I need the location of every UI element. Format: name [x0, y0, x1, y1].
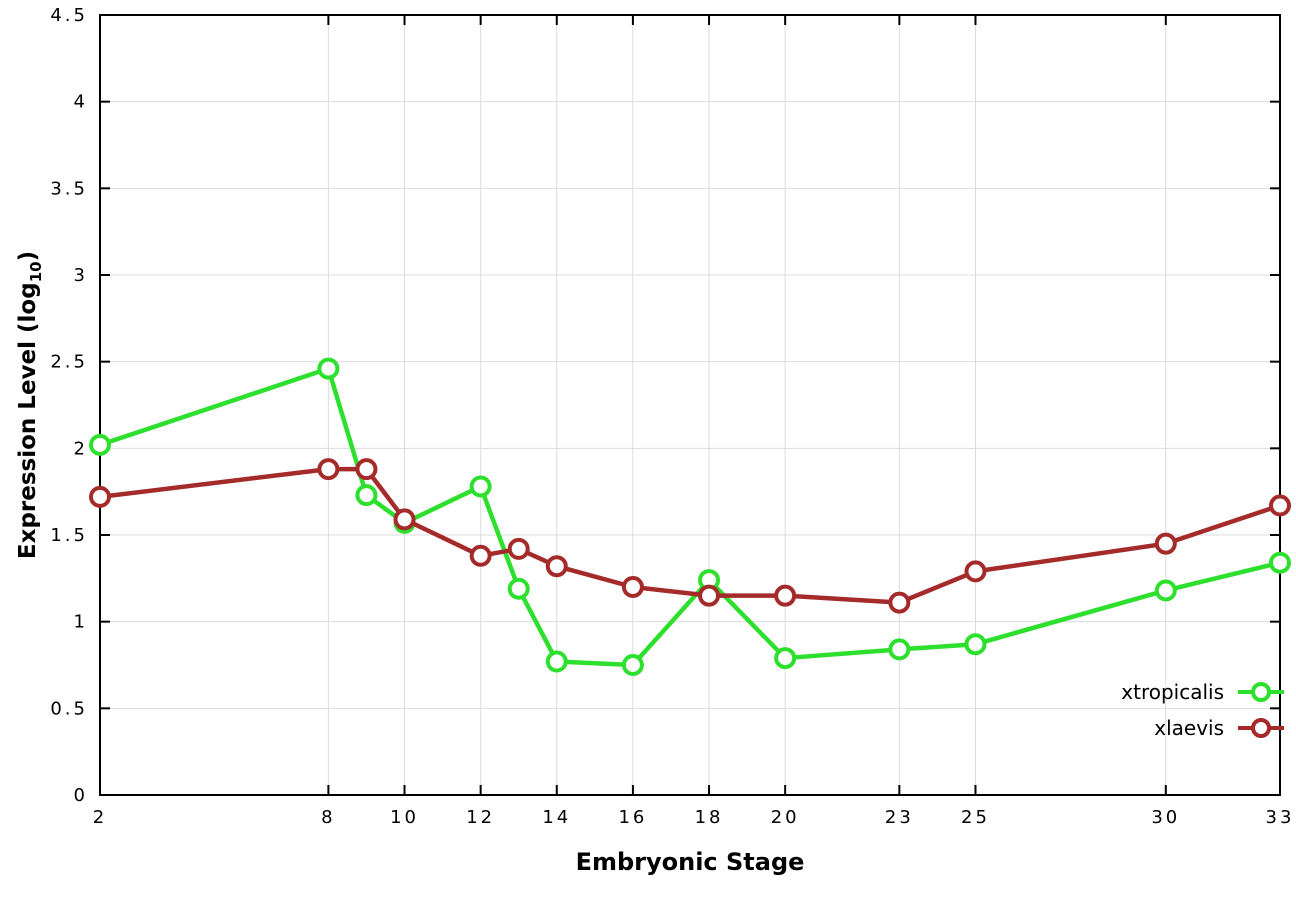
data-point-xtropicalis	[964, 633, 987, 656]
open-circle-icon	[1251, 718, 1271, 738]
legend-label-xtropicalis: xtropicalis	[1121, 680, 1224, 704]
legend-marker-xtropicalis	[1238, 681, 1284, 703]
x-tick-label: 20	[771, 807, 800, 828]
data-point-xlaevis	[317, 458, 340, 481]
data-point-xtropicalis	[545, 650, 568, 673]
x-tick-label: 30	[1151, 807, 1180, 828]
y-axis-label-suffix: )	[15, 250, 42, 262]
data-point-xlaevis	[1269, 494, 1291, 517]
x-tick-label: 16	[618, 807, 647, 828]
series-line-xlaevis	[97, 466, 1283, 605]
data-point-xtropicalis	[507, 577, 530, 600]
x-tick-label: 23	[885, 807, 914, 828]
x-tick-label: 14	[542, 807, 571, 828]
y-tick-label: 0.5	[50, 698, 88, 719]
y-tick-label: 4	[74, 92, 88, 113]
data-point-xlaevis	[888, 591, 911, 614]
data-point-xlaevis	[621, 576, 644, 598]
y-tick-label: 2	[74, 438, 88, 459]
data-point-xlaevis	[964, 560, 987, 583]
y-tick-label: 0	[74, 785, 88, 806]
data-point-xtropicalis	[1154, 579, 1177, 602]
x-tick-label: 18	[695, 807, 724, 828]
data-point-xtropicalis	[774, 647, 797, 670]
data-point-xlaevis	[507, 537, 530, 560]
data-point-xtropicalis	[1269, 551, 1291, 574]
legend: xtropicalis xlaevis	[1121, 680, 1284, 740]
data-point-xtropicalis	[888, 638, 911, 661]
open-circle-icon	[1251, 682, 1271, 702]
data-point-xtropicalis	[317, 357, 340, 380]
y-axis-label-text: Expression Level (log	[15, 282, 42, 560]
legend-label-xlaevis: xlaevis	[1154, 716, 1224, 740]
y-tick-label: 1	[74, 612, 88, 633]
y-tick-label: 3	[74, 265, 88, 286]
data-point-xlaevis	[355, 458, 378, 481]
x-tick-label: 33	[1266, 807, 1295, 828]
x-tick-label: 12	[466, 807, 495, 828]
series-line-xtropicalis	[97, 366, 1283, 668]
x-tick-label: 8	[321, 807, 335, 828]
legend-marker-xlaevis	[1238, 717, 1284, 739]
plot-border	[99, 14, 1281, 796]
data-point-xlaevis	[1154, 532, 1177, 555]
x-tick-label: 10	[390, 807, 419, 828]
data-point-xtropicalis	[355, 484, 378, 507]
legend-item-xlaevis: xlaevis	[1154, 716, 1284, 740]
data-point-xlaevis	[393, 508, 416, 531]
x-tick-label: 2	[93, 807, 107, 828]
y-tick-label: 4.5	[50, 5, 88, 26]
legend-item-xtropicalis: xtropicalis	[1121, 680, 1284, 704]
data-point-xlaevis	[698, 584, 721, 607]
data-point-xlaevis	[545, 555, 568, 578]
data-point-xtropicalis	[621, 654, 644, 676]
data-point-xtropicalis	[469, 475, 492, 498]
x-axis-label: Embryonic Stage	[575, 848, 805, 876]
data-point-xlaevis	[469, 544, 492, 567]
data-point-xtropicalis	[89, 433, 111, 456]
y-tick-label: 2.5	[50, 352, 88, 373]
x-tick-label: 25	[961, 807, 990, 828]
data-point-xlaevis	[774, 584, 797, 607]
y-tick-label: 3.5	[50, 178, 88, 199]
y-axis-label-subscript: 10	[26, 261, 45, 283]
data-point-xlaevis	[89, 485, 111, 508]
y-tick-label: 1.5	[50, 525, 88, 546]
y-axis-label: Expression Level (log10)	[15, 251, 45, 559]
